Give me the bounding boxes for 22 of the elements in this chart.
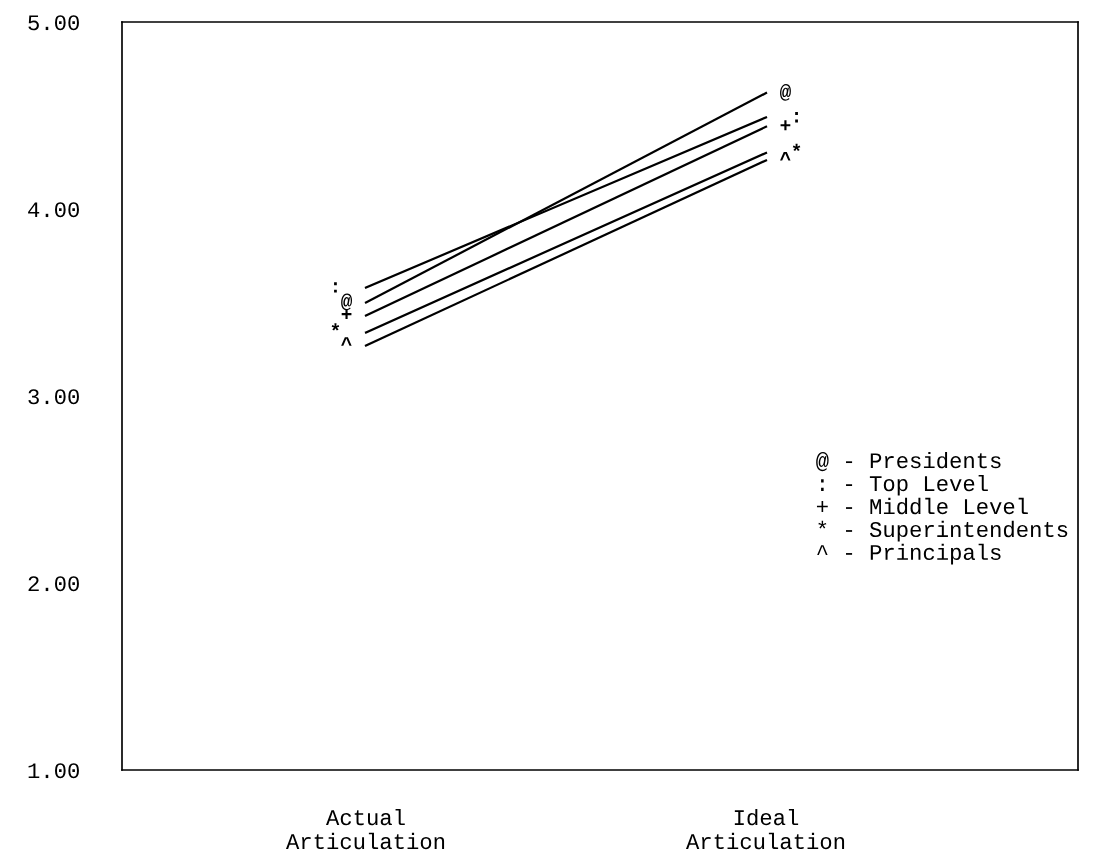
- text: @ - Presidents: [816, 451, 1001, 472]
- text: ^ - Principals: [817, 543, 1001, 565]
- y-tick-label: 1.00: [28, 763, 79, 779]
- annotation: +: [341, 309, 352, 320]
- annotation: *: [331, 323, 340, 331]
- annotation: ^: [341, 337, 352, 346]
- x-tick-label: Actual Articulation: [285, 808, 445, 850]
- annotation: :: [795, 112, 798, 123]
- annotation: @: [780, 84, 791, 101]
- annotation: @: [341, 293, 353, 311]
- y-tick-label: 3.00: [28, 389, 79, 405]
- annotation: *: [792, 143, 801, 152]
- y-tick-label: 2.00: [28, 576, 79, 592]
- y-tick-label: 5.00: [28, 15, 79, 31]
- y-tick-label: 4.00: [28, 202, 79, 218]
- annotation: ^: [780, 152, 791, 161]
- text: * - Superintendents: [818, 520, 1068, 542]
- annotation: +: [780, 120, 791, 131]
- annotation: :: [334, 282, 337, 293]
- x-tick-label: Ideal Articulation: [685, 808, 845, 850]
- text: : - Top Level: [821, 474, 988, 496]
- text: + - Middle Level: [816, 497, 1028, 515]
